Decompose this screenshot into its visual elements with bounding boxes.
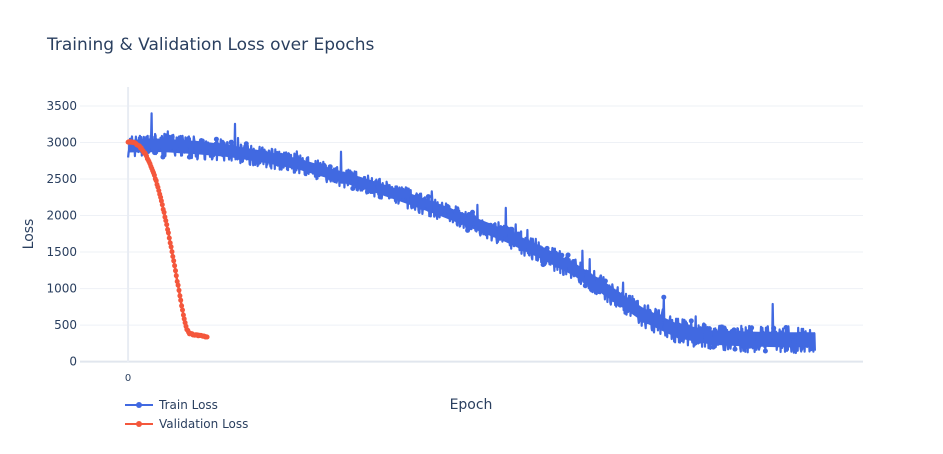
legend-swatch-marker	[136, 421, 142, 427]
legend-swatch-marker	[136, 402, 142, 408]
legend[interactable]: Train Loss Validation Loss	[125, 398, 248, 431]
legend-item-train-loss[interactable]: Train Loss	[125, 398, 218, 412]
legend-item-validation-loss[interactable]: Validation Loss	[125, 417, 248, 431]
x-tick-label: 0	[125, 373, 131, 384]
axes: 0 500 1000 1500 2000 2500 3000 3500 0	[46, 99, 131, 384]
series-validation-loss	[125, 139, 210, 340]
y-axis-title: Loss	[21, 219, 37, 250]
legend-label: Train Loss	[158, 398, 218, 412]
train-line	[127, 112, 816, 355]
y-tick-label: 3000	[46, 135, 77, 149]
plot-area	[125, 112, 816, 355]
y-tick-label: 1500	[46, 245, 77, 259]
chart-title: Training & Validation Loss over Epochs	[46, 35, 375, 55]
y-tick-label: 3500	[46, 99, 77, 113]
y-tick-label: 2000	[46, 209, 77, 223]
series-train-loss	[127, 112, 816, 355]
validation-line	[127, 140, 208, 339]
y-tick-label: 1000	[46, 282, 77, 296]
train-band	[128, 138, 815, 348]
legend-label: Validation Loss	[159, 417, 248, 431]
y-tick-label: 500	[54, 318, 77, 332]
y-tick-label: 0	[69, 355, 77, 369]
y-tick-label: 2500	[46, 172, 77, 186]
x-axis-title: Epoch	[450, 397, 493, 413]
